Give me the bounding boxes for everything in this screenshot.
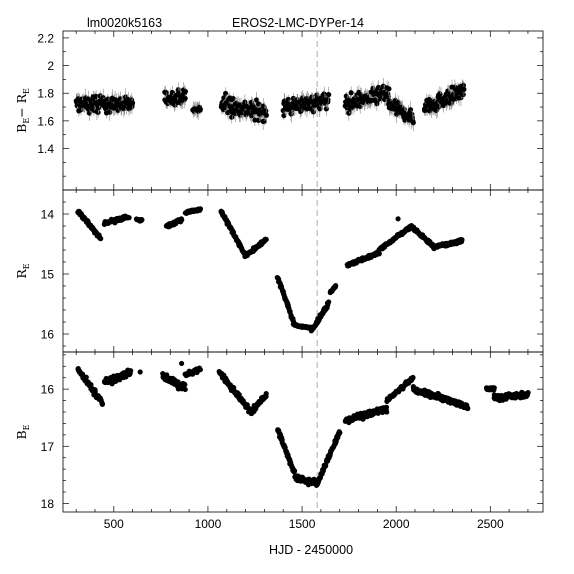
x-tick-label: 1500 [289,517,316,531]
data-point [263,108,269,114]
data-point [169,89,175,96]
x-tick-label: 1000 [195,517,222,531]
y-tick-label: 17 [41,440,55,454]
data-point [263,236,269,243]
panel-1: 1.41.61.822.2BE− RE [14,30,544,191]
y-tick-label: 1.6 [37,114,54,128]
data-point [255,101,262,107]
data-point [383,404,390,410]
data-point [197,206,204,212]
data-point [459,237,465,243]
data-point [86,110,92,116]
data-point [317,106,323,112]
panel-3: 500 1000 1500 2000 2500 16 17 18 BE [14,351,544,531]
data-point [98,236,104,242]
data-point [83,374,89,380]
data-point [163,90,169,96]
y-axis-label-part: B [14,430,29,439]
data-point [182,382,188,388]
x-tick-label: 2500 [477,517,504,531]
data-point [384,409,390,415]
x-tick-label: 500 [104,517,124,531]
data-points [75,360,531,488]
data-point [197,106,203,112]
data-point [178,360,185,367]
data-point [291,468,298,474]
data-point [253,97,260,103]
data-point [129,100,136,106]
y-axis-label-part: E [22,88,31,94]
data-point [465,405,471,412]
data-point [182,386,188,393]
data-point [460,82,467,88]
data-point [386,86,392,92]
y-tick-label: 1.4 [37,142,54,156]
y-axis-label-part: B [14,124,29,133]
data-point [242,99,248,105]
y-tick-label: 15 [41,268,55,282]
data-point [461,86,467,92]
data-point [107,109,113,115]
panel-frame [62,351,544,513]
data-point [137,369,143,375]
data-point [182,88,189,95]
data-point [230,95,236,102]
data-point [285,96,291,103]
y-axis-label: BE [14,424,31,439]
object-name-label: EROS2-LMC-DYPer-14 [232,16,364,30]
data-point [525,390,531,396]
y-tick-label: 2.2 [37,31,54,45]
y-tick-label: 16 [41,383,55,397]
data-point [99,401,105,407]
data-points [73,77,467,132]
data-point [263,112,269,118]
data-point [182,95,188,101]
data-point [395,216,401,222]
data-point [298,107,304,113]
field-id-label: lm0020k5163 [87,16,162,30]
data-point [281,112,287,119]
panel-2: 14 15 16 RE [14,189,544,353]
y-axis-label: BE− RE [14,88,31,133]
data-point [385,94,392,100]
data-point [410,375,416,381]
x-tick-label: 2000 [383,517,410,531]
data-points [75,206,465,334]
data-point [255,117,262,123]
data-point [126,215,132,221]
data-point [261,118,267,124]
data-point [325,97,331,103]
data-point [179,217,185,223]
y-axis-label-part: E [22,263,31,269]
data-point [326,299,332,305]
y-axis-label-part: − R [14,93,29,117]
header: lm0020k5163 EROS2-LMC-DYPer-14 [87,16,364,30]
data-point [263,391,269,397]
data-point [410,120,416,126]
y-axis-label-part: E [22,424,31,430]
data-point [460,91,466,98]
y-tick-label: 14 [41,208,55,222]
y-tick-label: 18 [41,497,55,511]
y-axis-label-part: E [22,118,31,124]
y-tick-label: 16 [41,328,55,342]
data-point [323,462,329,468]
data-point [128,368,134,374]
data-point [348,90,354,96]
y-axis-label-part: R [14,269,29,279]
data-point [491,385,497,391]
data-point [333,283,339,289]
y-tick-label: 1.8 [37,87,54,101]
y-axis-label: RE [14,263,31,278]
data-point [229,114,235,120]
data-point [139,217,145,223]
data-point [197,367,203,373]
y-tick-label: 2 [47,59,54,73]
data-point [326,92,332,98]
data-point [376,251,382,257]
x-axis-label: HJD - 2450000 [269,543,353,557]
data-point [337,430,343,436]
